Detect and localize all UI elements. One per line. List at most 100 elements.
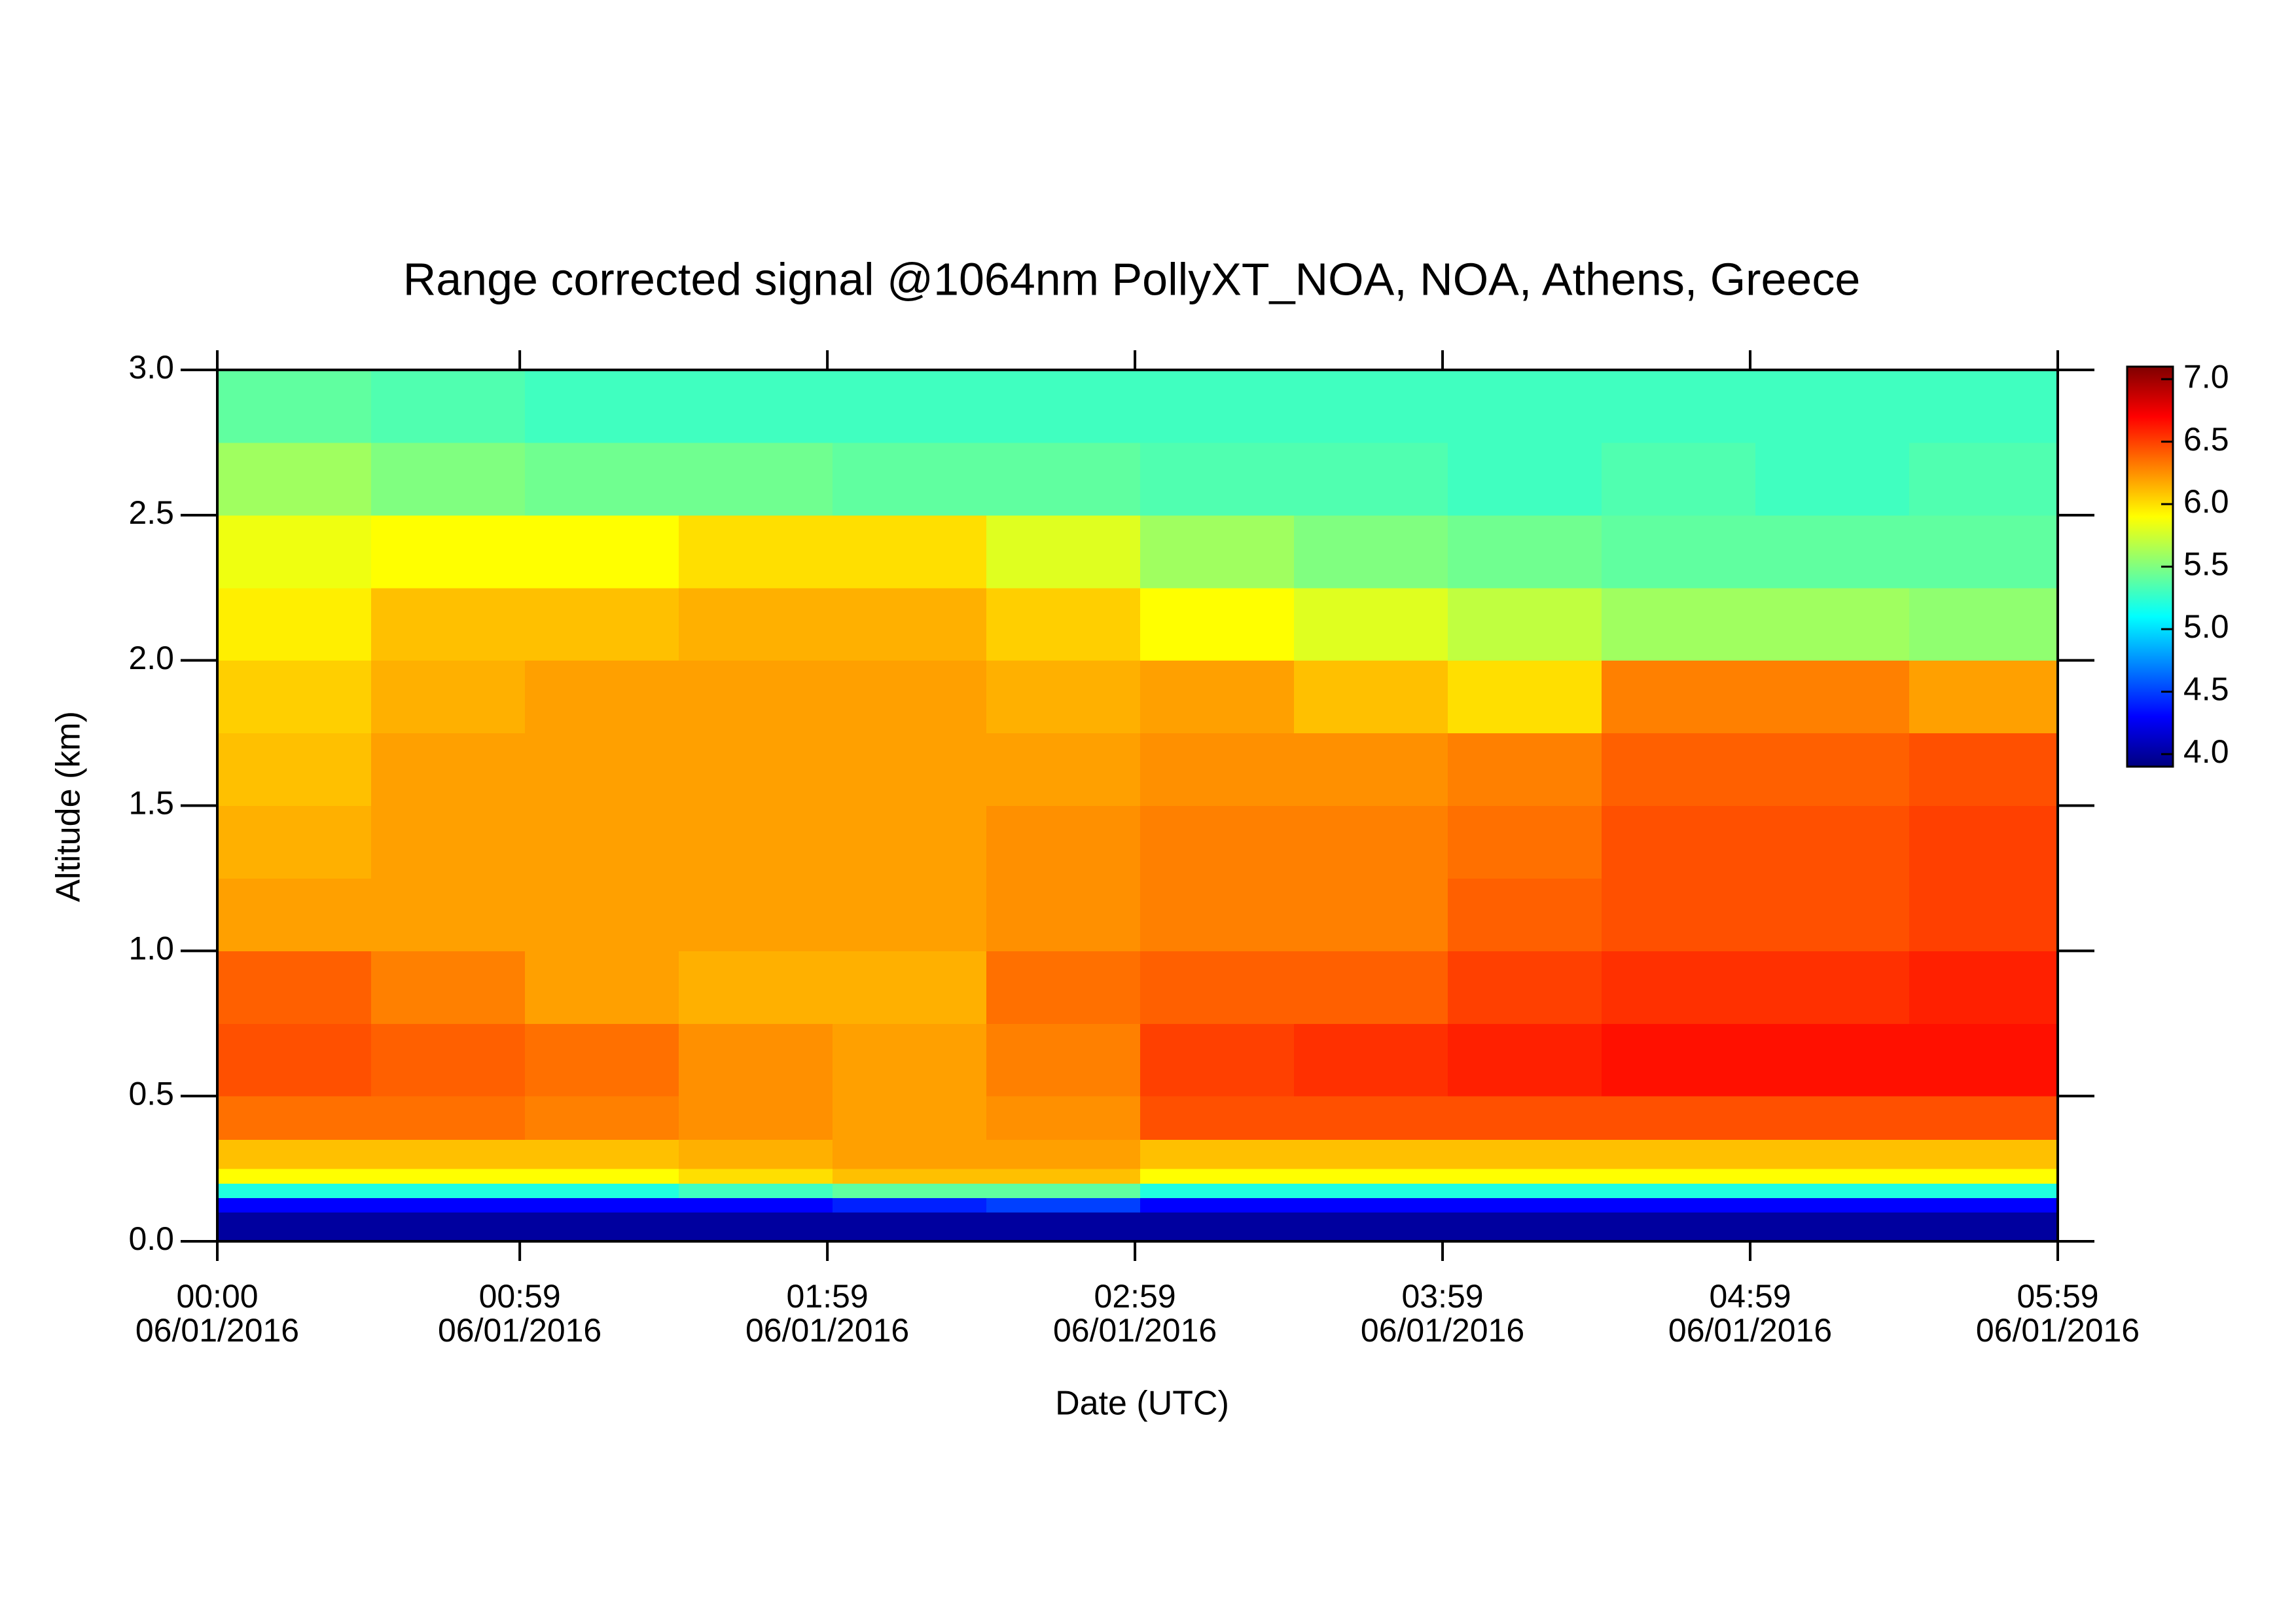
- colorbar-tick-label: 5.0: [2183, 608, 2229, 645]
- heatmap-cell: [1293, 1212, 1448, 1242]
- heatmap-cell: [678, 1023, 833, 1097]
- heatmap-cell: [1293, 1023, 1448, 1097]
- heatmap-cell: [986, 1139, 1141, 1169]
- heatmap-cell: [678, 1169, 833, 1184]
- colorbar-tick-label: 6.5: [2183, 421, 2229, 458]
- heatmap-cell: [986, 878, 1141, 951]
- heatmap-cell: [678, 1197, 833, 1213]
- heatmap-cell: [1293, 660, 1448, 734]
- heatmap-cell: [1909, 878, 2058, 951]
- heatmap-cell: [832, 878, 987, 951]
- heatmap-cell: [1447, 660, 1602, 734]
- heatmap-cell: [1601, 1139, 1756, 1169]
- heatmap-cell: [1139, 733, 1295, 806]
- x-tick-label: 02:59 06/01/2016: [1052, 1278, 1217, 1349]
- heatmap-cell: [217, 1183, 372, 1198]
- heatmap-cell: [1139, 878, 1295, 951]
- heatmap-cell: [1447, 1096, 1602, 1140]
- heatmap-cell: [370, 1023, 526, 1097]
- heatmap-cell: [1447, 805, 1602, 879]
- heatmap-cell: [1909, 1183, 2058, 1198]
- heatmap-cell: [217, 1197, 372, 1213]
- heatmap-cell: [1447, 1023, 1602, 1097]
- heatmap-cell: [832, 370, 987, 443]
- heatmap-cell: [1293, 878, 1448, 951]
- heatmap-cell: [1601, 660, 1756, 734]
- heatmap-cell: [370, 805, 526, 879]
- heatmap-cell: [1909, 442, 2058, 516]
- heatmap-cell: [524, 805, 679, 879]
- heatmap-cell: [986, 442, 1141, 516]
- heatmap-cell: [678, 515, 833, 589]
- heatmap-cell: [370, 1139, 526, 1169]
- heatmap-cell: [1139, 515, 1295, 589]
- heatmap-cell: [986, 1169, 1141, 1184]
- heatmap-cell: [1447, 1169, 1602, 1184]
- heatmap-cell: [1755, 733, 1910, 806]
- colorbar-tick-label: 5.5: [2183, 546, 2229, 583]
- x-tick-label: 00:59 06/01/2016: [438, 1278, 602, 1349]
- heatmap-cell: [1755, 951, 1910, 1024]
- heatmap-cell: [217, 660, 372, 734]
- heatmap-cell: [832, 442, 987, 516]
- heatmap-cell: [524, 660, 679, 734]
- heatmap-cell: [1139, 805, 1295, 879]
- heatmap-cell: [986, 951, 1141, 1024]
- heatmap-cell: [370, 660, 526, 734]
- heatmap-cell: [1447, 1212, 1602, 1242]
- heatmap-cell: [678, 370, 833, 443]
- heatmap-cell: [1601, 878, 1756, 951]
- heatmap-cell: [1447, 878, 1602, 951]
- heatmap-cell: [1601, 1023, 1756, 1097]
- heatmap-cell: [524, 515, 679, 589]
- heatmap-cell: [1447, 442, 1602, 516]
- colorbar-tick-label: 4.5: [2183, 671, 2229, 708]
- heatmap-cell: [1293, 1139, 1448, 1169]
- heatmap-cell: [1447, 1139, 1602, 1169]
- heatmap-cell: [1293, 733, 1448, 806]
- heatmap-cell: [1139, 587, 1295, 661]
- y-tick-label: 1.0: [128, 930, 174, 967]
- heatmap-cell: [986, 1183, 1141, 1198]
- heatmap-cell: [1447, 733, 1602, 806]
- heatmap-cell: [1293, 515, 1448, 589]
- heatmap-cell: [217, 733, 372, 806]
- heatmap-cell: [1293, 805, 1448, 879]
- heatmap-cell: [1601, 1197, 1756, 1213]
- heatmap-cell: [1601, 733, 1756, 806]
- heatmap-cell: [1755, 878, 1910, 951]
- heatmap-cell: [678, 805, 833, 879]
- heatmap-cell: [1755, 1197, 1910, 1213]
- heatmap-cell: [1293, 1169, 1448, 1184]
- heatmap-cell: [832, 1212, 987, 1242]
- heatmap-cell: [1755, 442, 1910, 516]
- heatmap-cell: [1139, 1197, 1295, 1213]
- heatmap: [217, 370, 2058, 1242]
- heatmap-cell: [1601, 1096, 1756, 1140]
- x-tick-label: 01:59 06/01/2016: [745, 1278, 910, 1349]
- heatmap-cell: [1447, 587, 1602, 661]
- heatmap-cell: [524, 878, 679, 951]
- heatmap-cell: [832, 1023, 987, 1097]
- y-tick-label: 2.5: [128, 494, 174, 531]
- heatmap-cell: [1601, 370, 1756, 443]
- heatmap-cell: [832, 1169, 987, 1184]
- heatmap-cell: [217, 370, 372, 443]
- heatmap-cell: [370, 370, 526, 443]
- heatmap-cell: [1755, 370, 1910, 443]
- x-tick-label: 05:59 06/01/2016: [1975, 1278, 2140, 1349]
- heatmap-cell: [1293, 951, 1448, 1024]
- heatmap-cell: [1293, 442, 1448, 516]
- heatmap-cell: [524, 587, 679, 661]
- heatmap-cell: [832, 515, 987, 589]
- heatmap-cell: [524, 1096, 679, 1140]
- heatmap-cell: [1909, 660, 2058, 734]
- heatmap-cell: [370, 1169, 526, 1184]
- heatmap-cell: [217, 805, 372, 879]
- heatmap-cell: [370, 442, 526, 516]
- heatmap-cell: [986, 515, 1141, 589]
- heatmap-cell: [524, 1023, 679, 1097]
- y-axis-label: Altitude (km): [50, 711, 88, 902]
- heatmap-cell: [1755, 1139, 1910, 1169]
- heatmap-cell: [1909, 805, 2058, 879]
